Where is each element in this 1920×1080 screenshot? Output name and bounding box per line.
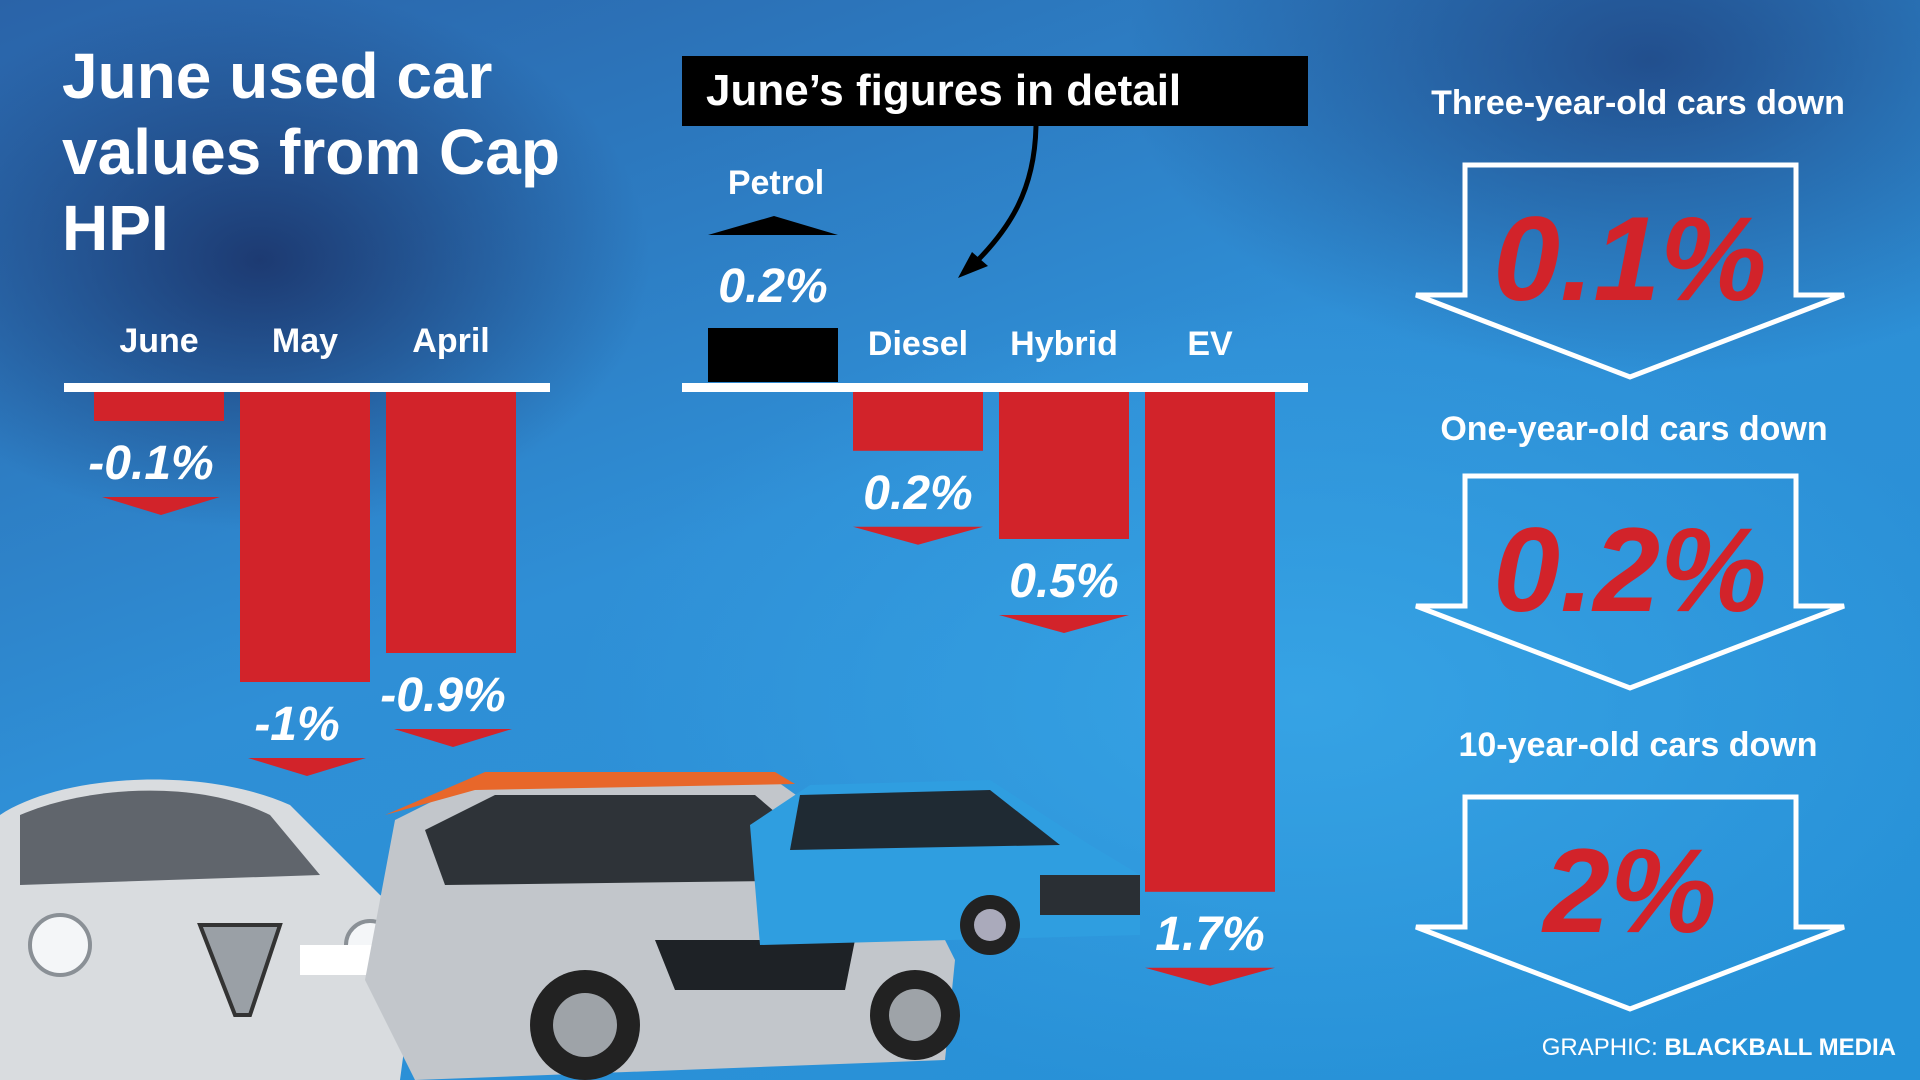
- category-label-petrol: Petrol: [728, 164, 824, 202]
- value-label-june: -0.1%: [88, 437, 213, 490]
- down-marker-june: [102, 497, 220, 515]
- monthly-chart: June -0.1% May -1% April -0.9%: [64, 322, 550, 776]
- down-marker-ev: [1145, 967, 1275, 986]
- up-marker-petrol: [708, 216, 838, 235]
- graphic-credit: GRAPHIC: BLACKBALL MEDIA: [1542, 1034, 1896, 1062]
- credit-name: BLACKBALL MEDIA: [1664, 1034, 1896, 1061]
- value-label-ev: 1.7%: [1155, 908, 1264, 961]
- bar-may: [240, 392, 370, 682]
- value-label-diesel: 0.2%: [863, 467, 972, 520]
- arrow-outline-three-year: [1415, 162, 1845, 380]
- value-label-hybrid: 0.5%: [1009, 555, 1118, 608]
- age-label-ten-year: 10-year-old cars down: [1458, 726, 1818, 764]
- age-label-three-year: Three-year-old cars down: [1431, 84, 1845, 122]
- car-dacia-illustration: [750, 780, 1140, 955]
- pointer-arrow: [966, 124, 1039, 272]
- category-label-may: May: [272, 322, 338, 360]
- petrol-black-block: [708, 328, 838, 382]
- age-label-one-year: One-year-old cars down: [1440, 410, 1828, 448]
- down-marker-april: [394, 729, 512, 747]
- category-label-april: April: [412, 322, 489, 360]
- bar-june: [94, 392, 224, 421]
- baseline-left: [64, 383, 550, 392]
- down-marker-may: [248, 758, 366, 776]
- value-label-may: -1%: [254, 698, 339, 751]
- category-label-hybrid: Hybrid: [1010, 325, 1118, 363]
- big-figure-one-year: 0.2%: [1493, 503, 1767, 637]
- bar-ev: [1145, 392, 1275, 892]
- big-figure-ten-year: 2%: [1541, 824, 1716, 958]
- age-group-arrows: 0.1% 0.2% 2%: [1415, 162, 1845, 1012]
- detail-heading: June’s figures in detail: [682, 56, 1308, 126]
- bar-hybrid: [999, 392, 1129, 539]
- value-label-april: -0.9%: [380, 669, 505, 722]
- arrow-outline-one-year: [1415, 473, 1845, 691]
- down-marker-hybrid: [999, 615, 1129, 633]
- category-label-ev: EV: [1187, 325, 1233, 363]
- big-figure-three-year: 0.1%: [1493, 192, 1767, 326]
- baseline-right: [682, 383, 1308, 392]
- bar-april: [386, 392, 516, 653]
- bar-diesel: [853, 392, 983, 451]
- arrow-outline-ten-year: [1415, 794, 1845, 1012]
- value-label-petrol: 0.2%: [718, 260, 827, 313]
- car-alfa-illustration: [0, 779, 414, 1080]
- category-label-june: June: [119, 322, 198, 360]
- credit-prefix: GRAPHIC:: [1541, 1034, 1658, 1061]
- pointer-arrowhead: [958, 252, 988, 278]
- fuel-type-chart: Petrol 0.2% Diesel 0.2% Hybrid 0.5% EV 1.7%: [682, 164, 1308, 986]
- page-title: June used car values from Cap HPI: [62, 40, 560, 264]
- down-marker-diesel: [853, 526, 983, 545]
- category-label-diesel: Diesel: [868, 325, 968, 363]
